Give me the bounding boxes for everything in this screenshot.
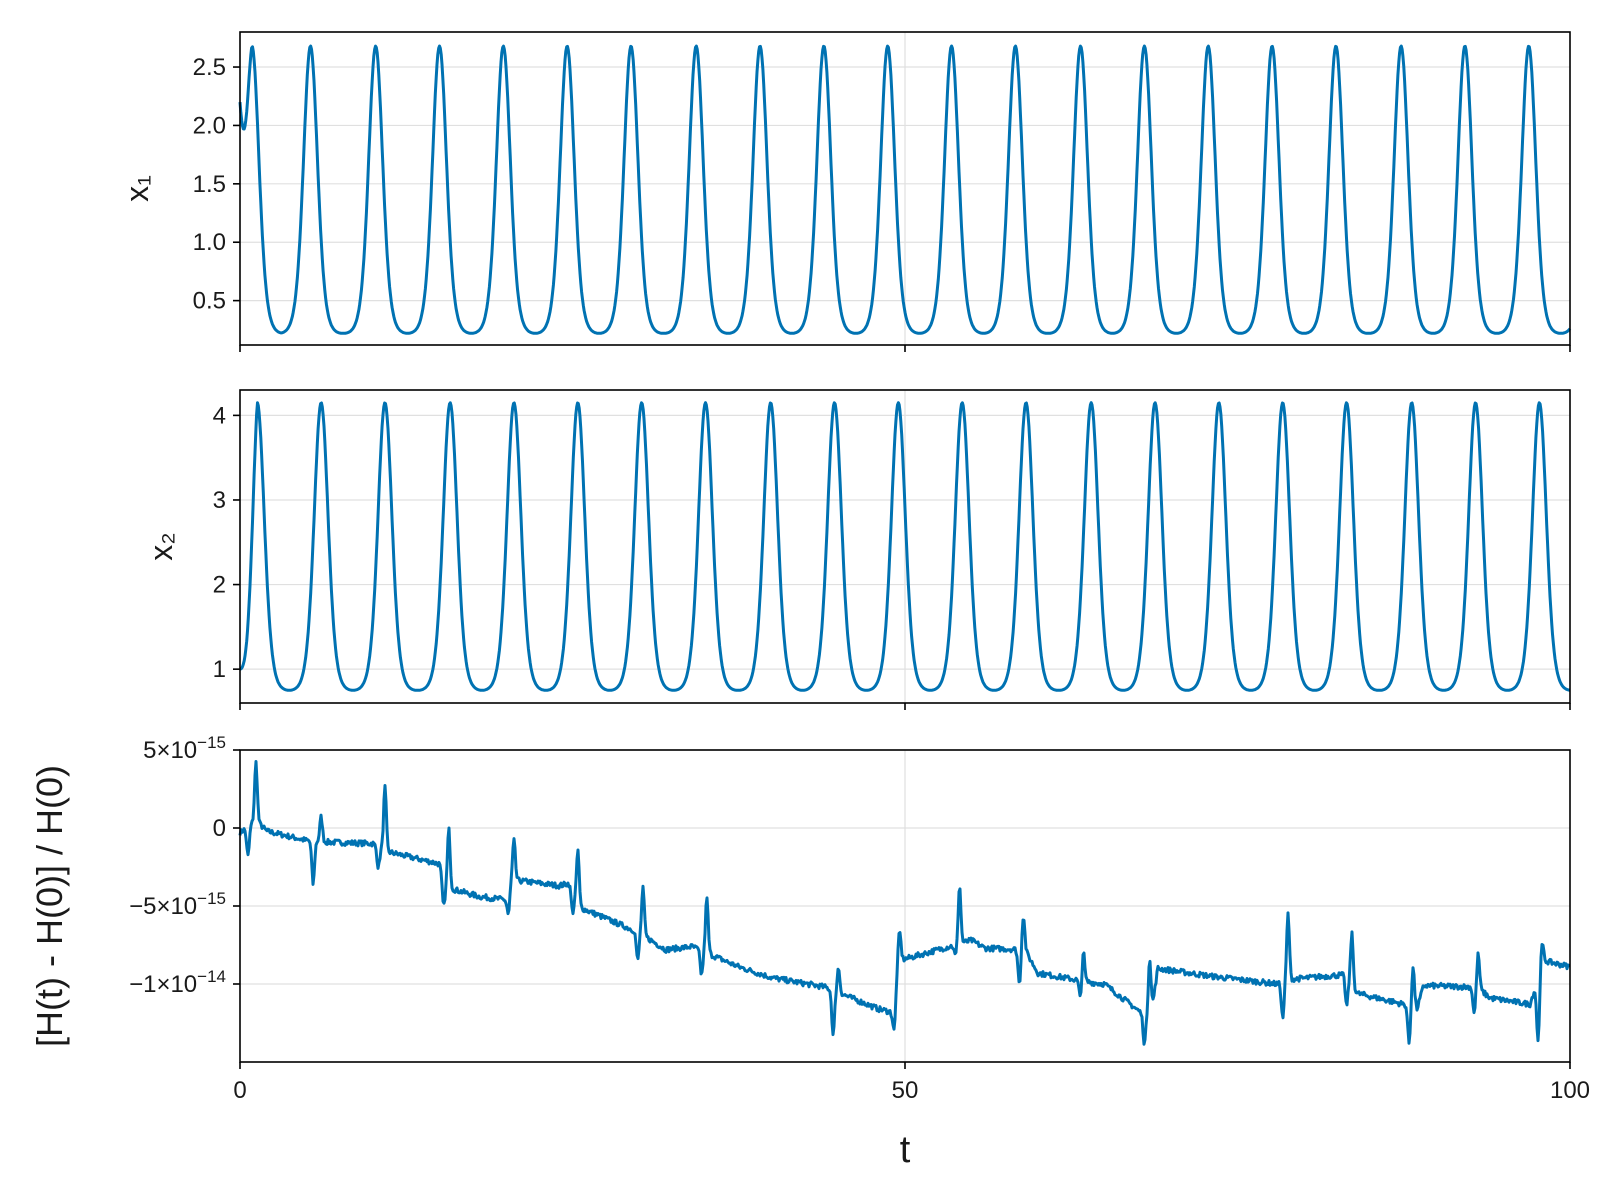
- y-tick-label: 2.0: [193, 112, 226, 139]
- series-line: [238, 44, 1572, 335]
- y-tick-exponent: −15: [197, 733, 226, 752]
- y-tick-label: 0.5: [193, 288, 226, 315]
- y-tick-exponent: −15: [197, 889, 226, 908]
- y-axis-label: [H(t) - H(0)] / H(0): [29, 765, 70, 1047]
- y-tick-label: −1×10−14: [129, 967, 226, 998]
- y-tick-label: 5×10−15: [143, 733, 226, 764]
- x-tick-label: 0: [233, 1077, 246, 1104]
- y-tick-label: 2: [213, 572, 226, 599]
- x2-panel: 1 2 3 4 x₂: [143, 389, 1571, 710]
- y-axis-label: x₂: [143, 532, 179, 560]
- series-line: [239, 401, 1571, 692]
- y-axis-label: x₁: [119, 175, 155, 202]
- energy-error-panel: 5×10−150−5×10−15−1×10−140 50 100[H(t) - H(…: [29, 733, 1590, 1171]
- x-tick-label: 100: [1550, 1077, 1590, 1104]
- x-axis-label: t: [900, 1129, 911, 1171]
- y-tick-mantissa: 0: [213, 815, 226, 842]
- y-tick-label: 1: [213, 656, 226, 683]
- y-tick-exponent: −14: [197, 967, 226, 986]
- y-tick-label: 4: [213, 402, 226, 429]
- y-tick-label: 0: [213, 815, 226, 842]
- y-tick-label: 1.5: [193, 171, 226, 198]
- y-tick-mantissa: 5×10: [143, 737, 197, 764]
- y-tick-label: 2.5: [193, 54, 226, 81]
- y-tick-mantissa: −5×10: [129, 893, 197, 920]
- series-line: [238, 760, 1571, 1046]
- y-tick-label: 3: [213, 487, 226, 514]
- y-tick-mantissa: −1×10: [129, 971, 197, 998]
- x-tick-label: 50: [892, 1077, 919, 1104]
- y-tick-label: −5×10−15: [129, 889, 226, 920]
- y-tick-label: 1.0: [193, 229, 226, 256]
- x1-panel: 0.5 1.0 1.5 2.0 2.5 x₁: [119, 31, 1572, 352]
